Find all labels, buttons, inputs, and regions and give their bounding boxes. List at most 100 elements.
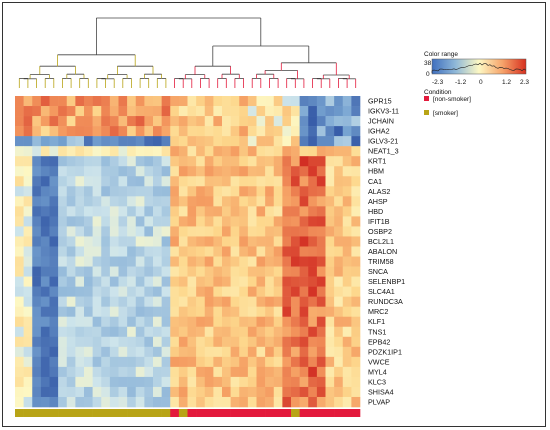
heatmap-cell: [204, 286, 214, 297]
heatmap-cell: [66, 116, 76, 127]
gene-label: SLC4A1: [368, 287, 395, 296]
heatmap-cell: [291, 326, 300, 338]
heatmap-cell: [316, 166, 326, 177]
heatmap-cell: [144, 336, 154, 348]
heatmap-cell: [222, 176, 231, 187]
heatmap-cell: [342, 266, 352, 277]
heatmap-cell: [273, 296, 283, 307]
heatmap-cell: [222, 246, 231, 257]
heatmap-cell: [58, 196, 68, 207]
heatmap-cell: [222, 226, 231, 237]
heatmap-cell: [256, 156, 266, 167]
heatmap-cell: [92, 296, 102, 307]
heatmap-cell: [213, 176, 223, 187]
heatmap-cell: [247, 166, 257, 177]
heatmap-cell: [316, 196, 326, 207]
heatmap-cell: [75, 336, 85, 348]
heatmap-cell: [32, 266, 42, 277]
heatmap-cell: [32, 226, 42, 237]
heatmap-cell: [15, 206, 24, 217]
heatmap-cell: [204, 386, 214, 398]
condition-cell: [247, 409, 257, 417]
heatmap-cell: [222, 136, 231, 147]
heatmap-cell: [109, 176, 119, 187]
heatmap-cell: [351, 386, 361, 398]
heatmap-cell: [23, 196, 33, 207]
heatmap-cell: [127, 296, 137, 307]
heatmap-cell: [342, 106, 352, 117]
heatmap-cell: [92, 346, 102, 358]
heatmap-cell: [256, 96, 266, 107]
heatmap-cell: [230, 156, 240, 167]
heatmap-cell: [23, 286, 33, 297]
heatmap-cell: [265, 326, 275, 338]
heatmap-cell: [247, 246, 257, 257]
heatmap-cell: [144, 396, 154, 408]
heatmap-cell: [170, 286, 180, 297]
heatmap-cell: [75, 96, 85, 107]
heatmap-cell: [118, 396, 128, 408]
heatmap-cell: [342, 186, 352, 197]
heatmap-cell: [127, 306, 137, 318]
gene-label: TNS1: [368, 327, 386, 336]
heatmap-cell: [265, 146, 275, 157]
heatmap-cell: [308, 116, 318, 127]
heatmap-cell: [187, 116, 197, 127]
heatmap-cell: [308, 276, 318, 287]
heatmap-cell: [316, 226, 326, 237]
heatmap-cell: [342, 356, 352, 368]
heatmap-cell: [213, 226, 223, 237]
heatmap-cell: [49, 386, 59, 398]
heatmap-cell: [316, 136, 326, 147]
heatmap-cell: [196, 106, 206, 117]
heatmap-cell: [66, 286, 76, 297]
heatmap-cell: [342, 396, 352, 408]
gene-label: RUNDC3A: [368, 297, 403, 306]
heatmap-cell: [325, 196, 335, 207]
heatmap-cell: [265, 156, 275, 167]
heatmap-cell: [153, 186, 162, 197]
heatmap-cell: [66, 236, 76, 247]
heatmap-cell: [66, 106, 76, 117]
heatmap-cell: [256, 316, 266, 328]
heatmap-cell: [204, 276, 214, 287]
heatmap-cell: [230, 276, 240, 287]
heatmap-cell: [144, 276, 154, 287]
heatmap-cell: [282, 156, 292, 167]
heatmap-cell: [23, 256, 33, 267]
heatmap-cell: [161, 116, 171, 127]
heatmap-cell: [222, 196, 231, 207]
condition-cell: [161, 409, 171, 417]
heatmap-cell: [84, 106, 93, 117]
heatmap-cell: [291, 316, 300, 328]
color-range-tick: 0: [479, 79, 483, 86]
heatmap-cell: [291, 396, 300, 408]
heatmap-cell: [351, 186, 361, 197]
heatmap-cell: [222, 186, 231, 197]
heatmap-cell: [84, 386, 93, 398]
heatmap-cell: [265, 386, 275, 398]
heatmap-cell: [84, 256, 93, 267]
heatmap-cell: [265, 336, 275, 348]
condition-cell: [230, 409, 240, 417]
heatmap-cell: [23, 226, 33, 237]
heatmap-cell: [196, 186, 206, 197]
heatmap-cell: [230, 136, 240, 147]
heatmap-cell: [40, 266, 50, 277]
heatmap-cell: [127, 266, 137, 277]
heatmap-cell: [273, 246, 283, 257]
heatmap-cell: [325, 266, 335, 277]
heatmap-cell: [170, 196, 180, 207]
heatmap-cell: [308, 316, 318, 328]
heatmap-cell: [342, 386, 352, 398]
heatmap-cell: [256, 386, 266, 398]
heatmap-cell: [247, 106, 257, 117]
heatmap-cell: [118, 156, 128, 167]
heatmap-cell: [170, 186, 180, 197]
heatmap-cell: [204, 356, 214, 368]
heatmap-cell: [256, 206, 266, 217]
heatmap-cell: [135, 326, 145, 338]
heatmap-cell: [351, 396, 361, 408]
heatmap-cell: [230, 226, 240, 237]
gene-label: AHSP: [368, 197, 388, 206]
